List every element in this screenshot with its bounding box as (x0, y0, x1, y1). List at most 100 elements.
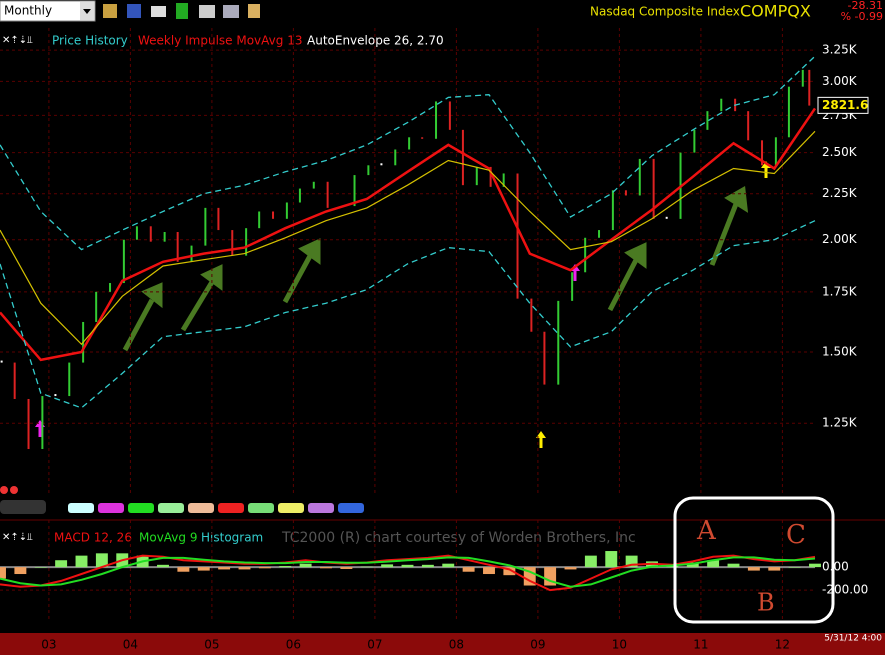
legend-entry[interactable]: Price History (52, 34, 128, 48)
y-tick-label: 3.00K (822, 74, 858, 88)
average-line (0, 130, 816, 346)
icon[interactable] (151, 6, 166, 17)
histogram-bar (809, 563, 821, 568)
green-arrow (607, 258, 639, 312)
swatch[interactable] (218, 503, 244, 513)
histogram-bar (55, 560, 68, 568)
histogram-bar (584, 555, 597, 568)
histogram-bar (360, 566, 373, 568)
interval: Monthly (4, 4, 52, 18)
interval-dropdown[interactable] (0, 0, 96, 22)
histogram-bar (768, 567, 781, 571)
legend-entry[interactable]: Histogram (201, 531, 263, 545)
average-line (0, 107, 817, 362)
histogram-bar (564, 567, 577, 570)
histogram-bar (686, 562, 699, 568)
watermark: TC2000 (R) chart courtesy of Worden Brot… (281, 530, 636, 546)
histogram-bar (177, 567, 190, 572)
histogram-bar (523, 567, 536, 586)
annotation: C (786, 520, 806, 550)
icon[interactable] (199, 5, 215, 18)
x-tick-label: 03 (41, 638, 56, 652)
histogram-bar (544, 567, 557, 586)
legend-icons[interactable]: ✕⇡⇣⫫ (2, 532, 33, 543)
histogram-bar (75, 555, 88, 568)
swatch[interactable] (308, 503, 334, 513)
legend-entry[interactable]: MovAvg 9 (139, 531, 197, 545)
annotation: A (696, 516, 717, 546)
swatch[interactable] (188, 503, 214, 513)
x-tick-label: 07 (367, 638, 382, 652)
histogram-bar (340, 567, 353, 569)
arrow-head (298, 238, 321, 265)
x-tick-label: 11 (693, 638, 708, 652)
legend-entry[interactable]: MACD 12, 26 (54, 531, 132, 545)
x-tick-label: 12 (775, 638, 790, 652)
y-tick-label: 1.50K (822, 345, 858, 359)
histogram-bar (666, 565, 679, 568)
histogram-bar (483, 567, 495, 575)
envelope-line (0, 55, 816, 251)
macd-line (0, 554, 816, 592)
histogram-bar (462, 567, 475, 572)
y-tick-label: -200.00 (822, 583, 868, 597)
macd-line (0, 556, 816, 588)
swatch[interactable] (158, 503, 184, 513)
histogram-bar (707, 560, 720, 568)
last-value: 2821.6 (822, 98, 868, 112)
histogram-bar (299, 563, 312, 568)
date-stamp: 5/31/12 4:00 (824, 634, 882, 644)
arrow-head (536, 431, 546, 438)
histogram-bar (0, 567, 6, 579)
y-tick-label: 2.00K (822, 232, 858, 246)
legend-entry[interactable]: Weekly Impulse MovAvg 13 (138, 34, 302, 48)
icon[interactable] (176, 3, 188, 19)
histogram-bar (95, 553, 108, 568)
histogram-bar (218, 567, 231, 570)
last-value-box (817, 96, 869, 114)
icon[interactable] (127, 4, 141, 18)
x-tick-label: 09 (530, 638, 545, 652)
swatches (0, 486, 364, 514)
icon[interactable] (103, 4, 117, 18)
index-name: Nasdaq Composite Index (590, 5, 740, 19)
histogram-bar (238, 567, 251, 570)
icon[interactable] (248, 4, 260, 18)
x-axis-bar (0, 633, 885, 655)
dot[interactable] (10, 486, 18, 494)
swatch[interactable] (68, 503, 94, 513)
swatch[interactable] (128, 503, 154, 513)
histogram-bar (258, 567, 271, 569)
histogram-bar (279, 565, 292, 568)
histogram-bar (14, 567, 27, 575)
swatch[interactable] (278, 503, 304, 513)
icon[interactable] (223, 5, 239, 18)
histogram-bar (625, 555, 638, 568)
x-tick-label: 05 (204, 638, 219, 652)
swatch[interactable] (248, 503, 274, 513)
swatch[interactable] (0, 500, 46, 514)
y-tick-label: 2.50K (822, 145, 858, 159)
x-tick-label: 04 (123, 638, 138, 652)
histogram-bar (442, 563, 455, 568)
arrow-head (200, 264, 223, 291)
swatch[interactable] (338, 503, 364, 513)
dot[interactable] (0, 486, 8, 494)
x-tick-label: 06 (286, 638, 301, 652)
x-tick-label: 10 (612, 638, 627, 652)
dropdown-arrow (83, 9, 91, 14)
arrow-head (141, 282, 163, 309)
arrow-head (624, 242, 647, 269)
swatch[interactable] (98, 503, 124, 513)
histogram-bar (503, 567, 516, 576)
histogram-bar (197, 567, 210, 571)
y-tick-label: 1.25K (822, 416, 858, 430)
green-arrow (122, 298, 155, 352)
histogram-bar (157, 564, 169, 568)
histogram-bar (320, 567, 332, 569)
histogram-bar (34, 567, 47, 568)
y-tick-label: 1.75K (822, 284, 858, 298)
legend-icons[interactable]: ✕⇡⇣⫫ (2, 35, 33, 46)
